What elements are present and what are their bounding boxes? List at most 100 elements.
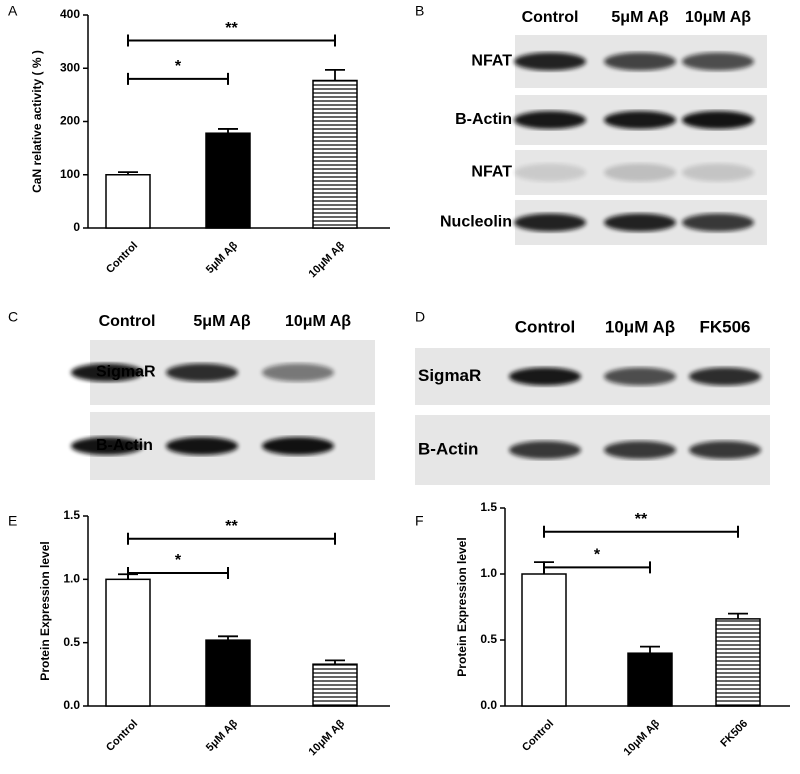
blot-band bbox=[689, 367, 761, 386]
lane-label: 10μM Aβ bbox=[285, 313, 351, 330]
error-bar bbox=[325, 68, 345, 81]
bar bbox=[521, 573, 567, 707]
significance-label: ** bbox=[225, 518, 238, 535]
x-tick-label: 10μM Aβ bbox=[307, 717, 348, 758]
blot-band bbox=[509, 367, 581, 386]
lane-label: 5μM Aβ bbox=[611, 9, 668, 26]
x-tick-label: FK506 bbox=[718, 718, 750, 750]
bar bbox=[627, 652, 673, 707]
significance-bracket bbox=[127, 567, 229, 579]
blot-band bbox=[262, 437, 334, 455]
significance-label: ** bbox=[635, 511, 648, 528]
error-bar bbox=[218, 128, 238, 134]
y-tick-label: 1.5 bbox=[480, 500, 497, 514]
row-label: NFAT bbox=[471, 53, 512, 70]
significance-label: * bbox=[175, 552, 182, 569]
x-tick-label: Control bbox=[520, 718, 556, 754]
panel-letter: A bbox=[8, 3, 18, 19]
bar bbox=[312, 79, 358, 229]
blot-band bbox=[71, 437, 143, 455]
error-bar bbox=[728, 612, 748, 619]
row-label: B-Actin bbox=[455, 111, 512, 128]
significance-bracket bbox=[127, 34, 336, 47]
blot-band bbox=[682, 163, 754, 182]
lane-label: 10μM Aβ bbox=[685, 9, 751, 26]
blot-band bbox=[514, 163, 586, 182]
panel-letter: C bbox=[8, 309, 18, 325]
significance-bracket bbox=[127, 72, 229, 85]
blot-band bbox=[262, 363, 334, 382]
blot-band bbox=[604, 163, 676, 182]
blot-band bbox=[166, 437, 238, 455]
blot-band bbox=[682, 213, 754, 232]
row-label: NFAT bbox=[471, 164, 512, 181]
x-tick-label: 5μM Aβ bbox=[204, 239, 240, 275]
row-label: B-Actin bbox=[96, 437, 153, 454]
panel-letter: D bbox=[415, 309, 425, 325]
error-bar bbox=[218, 635, 238, 641]
lane-label: Control bbox=[99, 313, 156, 330]
significance-label: * bbox=[594, 547, 601, 564]
blot-band bbox=[604, 441, 676, 459]
blot-band bbox=[604, 52, 676, 71]
row-label: SigmaR bbox=[96, 364, 156, 381]
y-axis-label: Protein Expression level bbox=[38, 541, 52, 680]
y-tick-label: 0 bbox=[73, 220, 80, 234]
y-tick-label: 0.5 bbox=[480, 632, 497, 646]
panel-letter: F bbox=[415, 513, 424, 529]
bar bbox=[312, 663, 358, 707]
x-tick-label: Control bbox=[104, 240, 140, 276]
blot-band bbox=[71, 363, 143, 382]
error-bar bbox=[325, 659, 345, 665]
blot-band bbox=[604, 367, 676, 386]
lane-label: 5μM Aβ bbox=[193, 313, 250, 330]
y-tick-label: 300 bbox=[60, 60, 80, 74]
blot-band bbox=[604, 111, 676, 129]
y-tick-label: 0.0 bbox=[63, 698, 80, 712]
bar bbox=[205, 639, 251, 707]
blot-band bbox=[166, 363, 238, 382]
blot-band bbox=[604, 213, 676, 232]
lane-label: Control bbox=[515, 317, 575, 336]
x-tick-label: 5μM Aβ bbox=[204, 717, 240, 753]
y-axis-label: CaN relative activity ( % ) bbox=[30, 50, 44, 193]
significance-bracket bbox=[127, 532, 336, 545]
significance-label: * bbox=[175, 58, 182, 75]
y-tick-label: 400 bbox=[60, 7, 80, 21]
y-tick-label: 100 bbox=[60, 167, 80, 181]
lane-label: Control bbox=[522, 9, 579, 26]
x-tick-label: 10μM Aβ bbox=[622, 717, 663, 758]
blot-band bbox=[514, 111, 586, 129]
y-tick-label: 1.0 bbox=[63, 572, 80, 586]
y-axis-label: Protein Expression level bbox=[455, 537, 469, 676]
bar bbox=[205, 132, 251, 229]
y-tick-label: 1.5 bbox=[63, 508, 80, 522]
blot-band bbox=[689, 441, 761, 459]
y-tick-label: 200 bbox=[60, 114, 80, 128]
y-tick-label: 1.0 bbox=[480, 566, 497, 580]
blot-band bbox=[514, 213, 586, 232]
bar bbox=[105, 174, 151, 229]
error-bar bbox=[118, 171, 138, 175]
blot-band bbox=[682, 111, 754, 129]
bar bbox=[715, 618, 761, 707]
y-tick-label: 0.5 bbox=[63, 635, 80, 649]
bar bbox=[105, 578, 151, 707]
blot-band bbox=[514, 52, 586, 71]
lane-label: 10μM Aβ bbox=[605, 317, 675, 336]
significance-bracket bbox=[543, 525, 739, 538]
x-tick-label: 10μM Aβ bbox=[307, 239, 348, 280]
error-bar bbox=[640, 645, 660, 654]
blot-band bbox=[509, 441, 581, 459]
row-label: B-Actin bbox=[418, 439, 478, 458]
y-tick-label: 0.0 bbox=[480, 698, 497, 712]
significance-label: ** bbox=[225, 20, 238, 37]
lane-label: FK506 bbox=[699, 317, 750, 336]
row-label: SigmaR bbox=[418, 366, 481, 385]
significance-bracket bbox=[543, 561, 651, 574]
blot-band bbox=[682, 52, 754, 71]
row-label: Nucleolin bbox=[440, 214, 512, 231]
x-tick-label: Control bbox=[104, 718, 140, 754]
panel-letter: E bbox=[8, 513, 17, 529]
